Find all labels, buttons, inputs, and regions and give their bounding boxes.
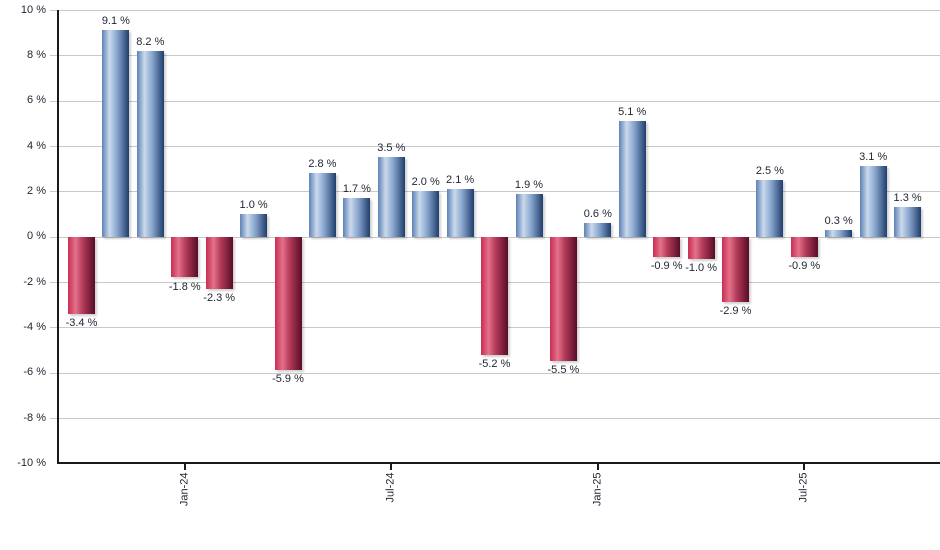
positive-return-bar[interactable] [894,207,922,237]
negative-return-bar[interactable] [205,236,233,289]
bar-value-label: -5.5 % [547,364,580,377]
negative-return-bar[interactable] [481,236,508,355]
gridline-4pct [50,146,940,147]
bar-value-label: -3.4 % [65,316,98,329]
y-axis-tick-label: 2 % [27,184,46,197]
y-axis-tick-label: -2 % [23,275,46,288]
bar-value-label: -5.9 % [272,373,304,386]
negative-return-bar[interactable] [653,236,681,258]
positive-return-bar[interactable] [584,223,612,237]
gridline-2pct [50,191,940,193]
negative-return-bar[interactable] [274,236,302,371]
gridline-8pct [50,55,940,57]
bar-value-label: 0.3 % [824,214,853,227]
positive-return-bar[interactable] [756,180,784,237]
bar-value-label: 1.7 % [342,183,371,196]
bar-value-label: -0.9 % [788,260,821,273]
bar-value-label: 8.2 % [136,35,165,48]
positive-return-bar[interactable] [618,121,646,237]
bar-value-label: 2.5 % [755,165,784,177]
gridline--6pct [50,372,940,374]
x-axis-tick-label: Jan-24 [178,472,191,507]
bar-value-label: -1.8 % [168,280,201,293]
bar-value-label: 1.3 % [893,192,922,205]
y-axis-tick-label: 10 % [20,3,46,16]
y-axis-tick-label: -8 % [23,411,46,424]
bar-value-label: -2.9 % [719,305,752,318]
bar-value-label: 5.1 % [618,106,647,119]
gridline-6pct [50,100,940,102]
gridline-10pct [50,10,940,12]
y-axis-tick-label: -10 % [17,456,46,469]
x-axis-tick [803,464,806,470]
bar-value-label: -0.9 % [650,260,683,273]
positive-return-bar[interactable] [515,193,543,237]
negative-return-bar[interactable] [687,236,715,260]
positive-return-bar[interactable] [859,166,887,237]
y-axis-tick-label: -4 % [23,320,46,333]
y-axis-tick-label: 8 % [27,48,46,61]
negative-return-bar[interactable] [549,236,577,362]
x-axis-tick [183,464,186,470]
positive-return-bar[interactable] [102,30,130,237]
gridline--8pct [50,418,940,419]
negative-return-bar[interactable] [722,236,749,303]
positive-return-bar[interactable] [412,191,440,237]
bar-value-label: 3.1 % [859,151,888,164]
x-axis-tick-label: Jan-25 [591,472,604,507]
bar-value-label: 2.8 % [308,158,337,171]
negative-return-bar[interactable] [790,236,818,258]
positive-return-bar[interactable] [136,50,164,237]
bar-value-label: -5.2 % [478,357,511,370]
bar-value-label: 2.1 % [446,174,475,187]
positive-return-bar[interactable] [308,173,336,237]
x-axis-tick-label: Jul-25 [797,472,810,503]
positive-return-bar[interactable] [343,198,371,237]
bar-value-label: 1.0 % [239,199,268,211]
bar-value-label: 1.9 % [514,178,544,191]
x-axis-tick [596,464,599,470]
positive-return-bar[interactable] [240,214,268,237]
negative-return-bar[interactable] [171,236,199,278]
bar-value-label: 9.1 % [101,15,130,28]
negative-return-bar[interactable] [68,236,95,314]
bar-value-label: 3.5 % [377,142,406,155]
bar-value-label: -1.0 % [685,262,717,275]
positive-return-bar[interactable] [825,229,853,237]
y-axis-tick-label: 6 % [27,94,46,107]
bar-value-label: 2.0 % [411,176,440,189]
y-axis-line [57,10,59,464]
x-axis-tick-label: Jul-24 [384,472,397,503]
y-axis-tick-label: 0 % [27,230,46,243]
y-axis-tick-label: -6 % [23,366,46,379]
bar-value-label: -2.3 % [203,291,236,304]
x-axis-line [57,462,940,464]
positive-return-bar[interactable] [377,157,405,237]
y-axis-tick-label: 4 % [27,139,46,152]
positive-return-bar[interactable] [446,189,474,237]
x-axis-tick [390,464,393,470]
bar-value-label: 0.6 % [583,208,612,221]
